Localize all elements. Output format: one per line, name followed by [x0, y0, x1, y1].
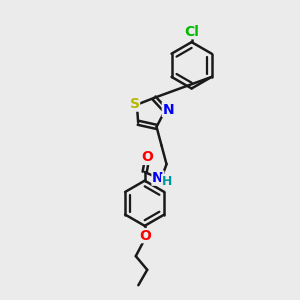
- Text: O: O: [139, 229, 151, 243]
- Text: Cl: Cl: [184, 25, 199, 39]
- Text: N: N: [152, 171, 164, 185]
- Text: H: H: [162, 175, 172, 188]
- Text: N: N: [162, 103, 174, 117]
- Text: O: O: [141, 150, 153, 164]
- Text: S: S: [130, 97, 140, 111]
